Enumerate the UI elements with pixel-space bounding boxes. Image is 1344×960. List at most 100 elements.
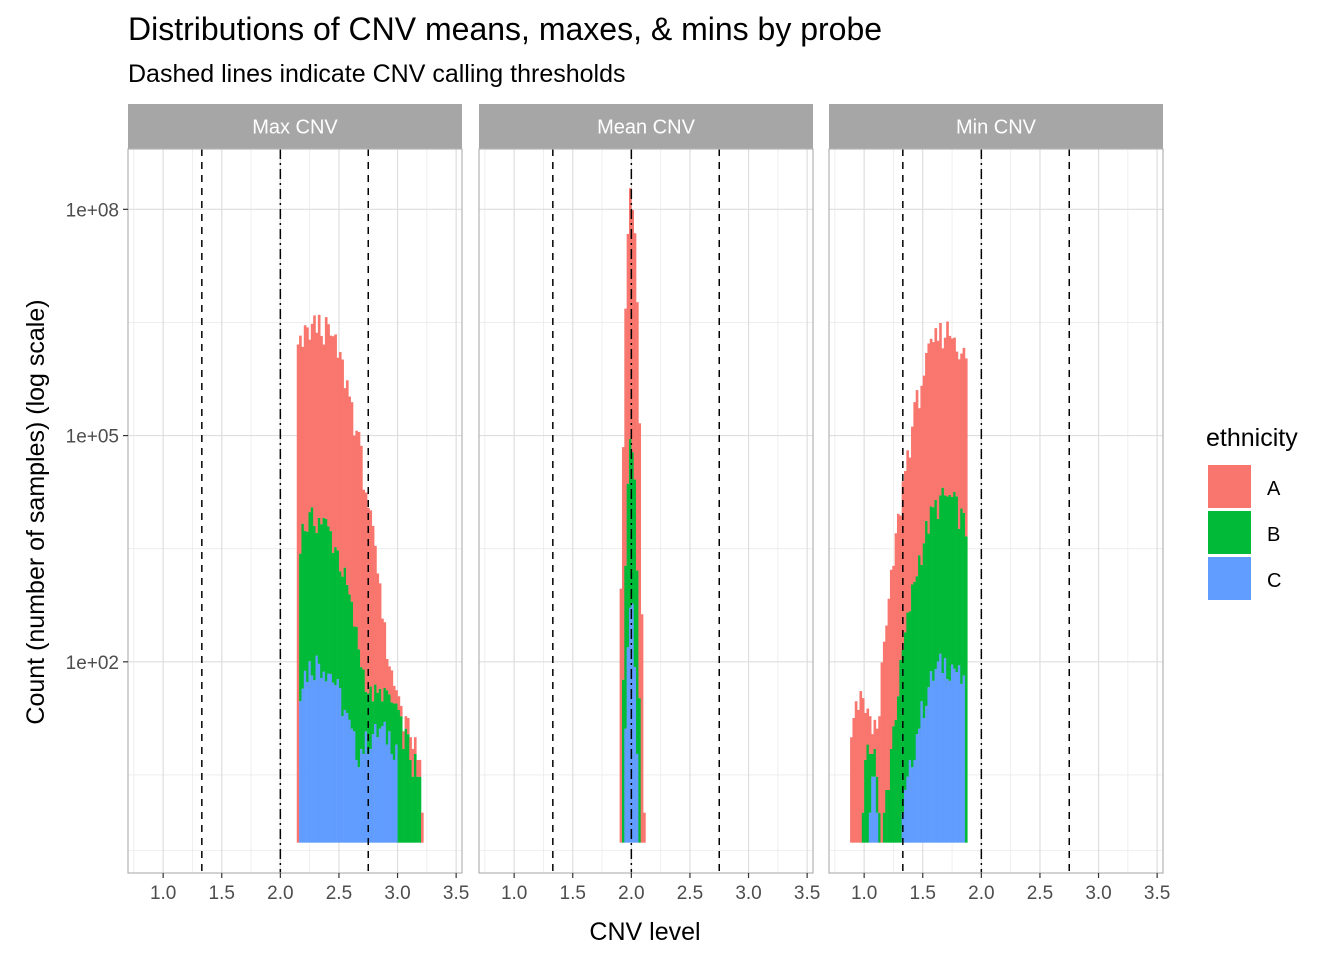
histogram-bar-b bbox=[345, 584, 349, 713]
histogram-bar-a bbox=[296, 344, 300, 843]
x-tick-label: 2.0 bbox=[618, 883, 644, 904]
histogram-bar-c bbox=[631, 603, 634, 843]
histogram-bar-b bbox=[633, 479, 637, 668]
histogram-bar-b bbox=[338, 571, 342, 688]
histogram-bar-a bbox=[367, 507, 370, 694]
histogram-bar-b bbox=[411, 776, 415, 843]
histogram-bar-c bbox=[383, 721, 387, 843]
histogram-bar-b bbox=[878, 812, 881, 843]
histogram-bar-c bbox=[929, 671, 933, 843]
histogram-bar-c bbox=[320, 678, 323, 843]
histogram-bars bbox=[850, 321, 968, 843]
histogram-bar-c bbox=[911, 767, 914, 843]
histogram-bar-c bbox=[927, 687, 931, 843]
histogram-bar-a bbox=[894, 533, 898, 720]
histogram-bar-b bbox=[861, 812, 865, 843]
histogram-bar-a bbox=[324, 317, 328, 519]
histogram-bar-a bbox=[327, 324, 330, 527]
histogram-bar-b bbox=[320, 524, 323, 679]
histogram-bar-b bbox=[402, 748, 405, 843]
histogram-bar-b bbox=[324, 518, 328, 682]
chart-subtitle: Dashed lines indicate CNV calling thresh… bbox=[128, 60, 626, 88]
histogram-bar-a bbox=[374, 545, 377, 685]
histogram-bar-a bbox=[369, 510, 373, 687]
histogram-bar-a bbox=[411, 748, 415, 777]
histogram-bar-a bbox=[348, 396, 351, 595]
histogram-bar-a bbox=[397, 696, 401, 710]
histogram-bar-c bbox=[388, 731, 391, 843]
legend-key-a bbox=[1208, 465, 1251, 508]
histogram-bar-a bbox=[631, 210, 634, 453]
x-tick-label: 2.0 bbox=[968, 883, 994, 904]
histogram-bar-a bbox=[313, 315, 316, 526]
histogram-bar-a bbox=[360, 445, 363, 668]
histogram-bar-b bbox=[962, 512, 966, 676]
histogram-bar-b bbox=[397, 709, 401, 843]
histogram-bar-a bbox=[950, 338, 954, 498]
histogram-bar-c bbox=[334, 685, 337, 843]
histogram-bar-a bbox=[301, 346, 305, 524]
histogram-bar-c bbox=[317, 663, 321, 843]
histogram-bar-c bbox=[946, 679, 949, 843]
histogram-bar-a bbox=[878, 716, 881, 813]
histogram-bar-c bbox=[329, 673, 333, 843]
histogram-bar-b bbox=[299, 553, 302, 702]
histogram-bar-a bbox=[399, 705, 403, 717]
histogram-bar-c bbox=[953, 668, 956, 843]
histogram-bar-b bbox=[331, 552, 335, 683]
histogram-bar-b bbox=[964, 536, 968, 843]
histogram-bar-a bbox=[880, 662, 884, 843]
histogram-bar-b bbox=[353, 626, 356, 732]
histogram-bar-a bbox=[343, 388, 347, 568]
x-tick-label: 2.0 bbox=[267, 883, 293, 904]
histogram-bar-b bbox=[864, 759, 867, 843]
y-tick-label: 1e+02 bbox=[66, 653, 119, 674]
chart-title: Distributions of CNV means, maxes, & min… bbox=[128, 11, 882, 47]
histogram-bar-a bbox=[953, 337, 956, 492]
histogram-bar-c bbox=[313, 680, 316, 843]
histogram-bar-b bbox=[885, 789, 888, 843]
histogram-bar-a bbox=[341, 359, 344, 577]
histogram-bar-c bbox=[315, 655, 319, 843]
facet-strip-label: Mean CNV bbox=[597, 117, 695, 139]
histogram-bar-b bbox=[932, 507, 935, 681]
histogram-bar-c bbox=[941, 673, 945, 843]
histogram-bar-b bbox=[871, 753, 874, 777]
histogram-bar-a bbox=[927, 343, 931, 534]
x-tick-label: 1.0 bbox=[501, 883, 527, 904]
histogram-bar-c bbox=[920, 701, 924, 843]
histogram-bar-b bbox=[624, 565, 627, 729]
histogram-bar-b bbox=[392, 703, 396, 760]
histogram-bar-c bbox=[369, 748, 373, 843]
x-axis-title: CNV level bbox=[589, 918, 700, 946]
histogram-bar-c bbox=[364, 731, 368, 843]
histogram-bar-b bbox=[894, 719, 898, 843]
histogram-bar-a bbox=[308, 339, 312, 513]
histogram-bar-b bbox=[946, 496, 949, 680]
facet-strip bbox=[479, 104, 813, 149]
histogram-bar-a bbox=[383, 622, 387, 688]
histogram-bar-b bbox=[416, 776, 419, 843]
histogram-bar-b bbox=[406, 734, 410, 843]
histogram-bar-b bbox=[621, 679, 625, 843]
histogram-bar-c bbox=[338, 687, 342, 843]
histogram-bar-a bbox=[932, 342, 935, 508]
histogram-bar-b bbox=[350, 601, 354, 729]
histogram-bar-a bbox=[364, 492, 368, 692]
histogram-bar-c bbox=[360, 748, 363, 843]
histogram-bar-a bbox=[920, 385, 924, 565]
x-tick-label: 1.5 bbox=[910, 883, 936, 904]
histogram-bar-a bbox=[892, 565, 895, 727]
histogram-bar-a bbox=[852, 717, 856, 843]
x-tick-label: 3.0 bbox=[1085, 883, 1111, 904]
histogram-bar-b bbox=[336, 550, 340, 680]
histogram-bar-c bbox=[343, 709, 347, 843]
facet-panel-mean-cnv: Mean CNV 1.0 1.5 2.0 2.5 3.0 3.5 bbox=[478, 104, 820, 904]
x-tick-label: 1.0 bbox=[150, 883, 176, 904]
legend-label-c: C bbox=[1267, 570, 1281, 592]
histogram-bar-b bbox=[939, 495, 942, 654]
facet-strip-label: Min CNV bbox=[956, 117, 1037, 139]
histogram-bar-a bbox=[320, 335, 323, 525]
histogram-bar-b bbox=[385, 690, 389, 745]
histogram-bar-b bbox=[950, 497, 954, 665]
